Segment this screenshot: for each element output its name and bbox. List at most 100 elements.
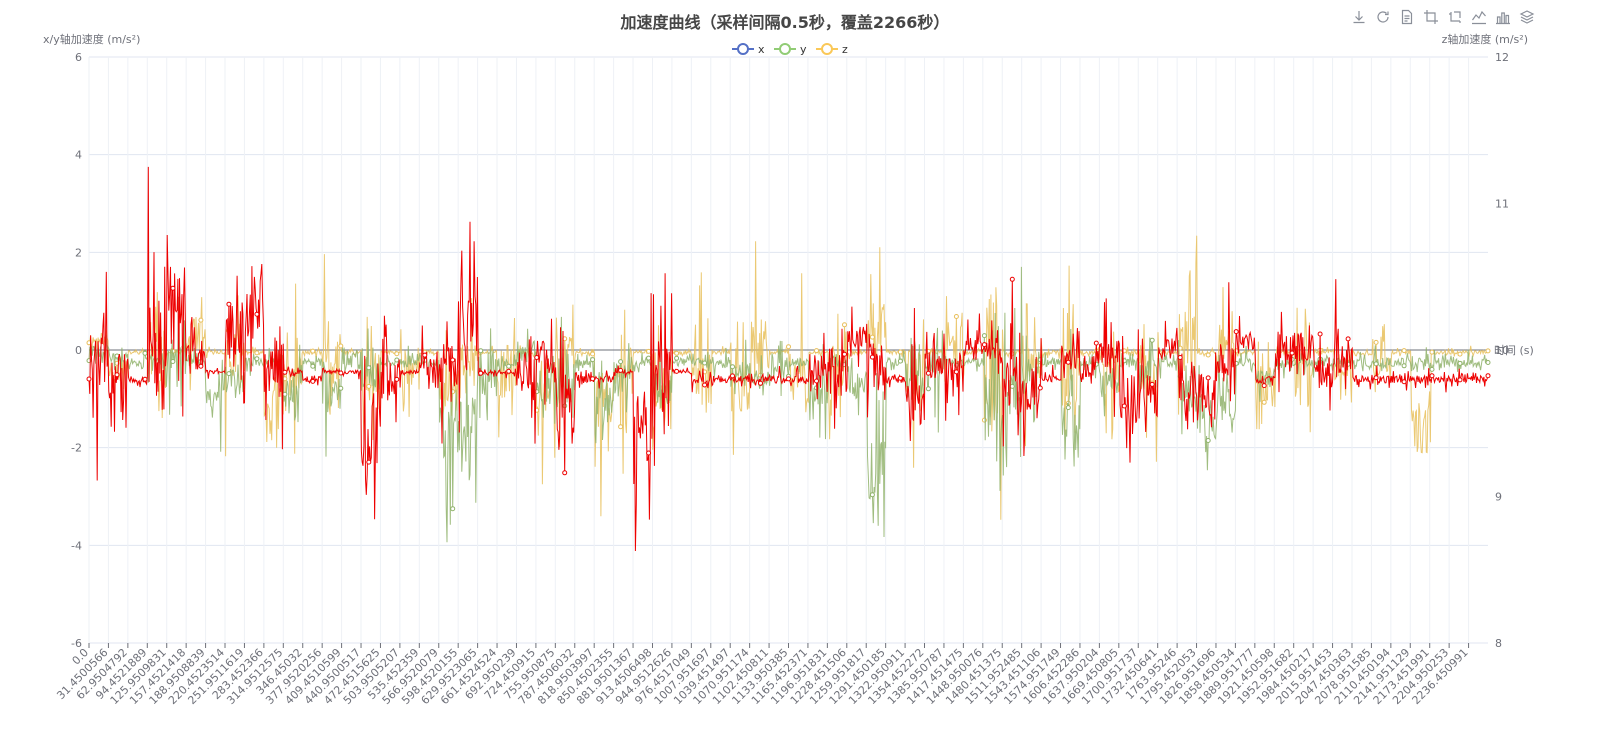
series-z-point	[226, 301, 232, 307]
series-z-point	[450, 357, 456, 363]
series-z-point	[282, 369, 288, 375]
series-x-point	[1401, 348, 1407, 354]
series-y-point	[254, 356, 260, 362]
series-x-point	[338, 343, 344, 349]
y-left-tick-label: 0	[75, 344, 82, 357]
y-right-tick-label: 11	[1495, 198, 1509, 211]
series-z-point	[170, 285, 176, 291]
series-z-point	[786, 376, 791, 382]
series-z-point	[1037, 385, 1043, 391]
series-z-point	[1289, 350, 1295, 356]
series-y-point	[478, 348, 484, 354]
series-z-point	[366, 459, 372, 465]
y-right-tick-label: 8	[1495, 637, 1502, 650]
line-chart-icon[interactable]	[1470, 8, 1488, 26]
series-x-point	[1457, 351, 1463, 357]
series-x-point	[1485, 348, 1491, 354]
y-left-tick-label: 4	[75, 149, 82, 162]
series-z-point	[1177, 355, 1183, 360]
data-view-icon[interactable]	[1398, 8, 1416, 26]
y-axis-left-label: x/y轴加速度 (m/s²)	[43, 32, 140, 46]
series-z-point	[534, 355, 540, 360]
series-z-point	[674, 368, 680, 374]
series-y-point	[590, 357, 596, 363]
y-left-tick-label: -4	[71, 539, 82, 552]
series-x-point	[590, 351, 596, 357]
series-z-point	[897, 375, 903, 381]
y-left-tick-label: 6	[75, 51, 82, 64]
y-right-tick-label: 10	[1495, 344, 1509, 357]
series-z-point	[1205, 375, 1211, 381]
series-y-point	[925, 386, 931, 392]
series-y-point	[981, 333, 987, 339]
series-y-point	[618, 359, 624, 365]
series-z-point	[1317, 331, 1323, 337]
legend-label-x: x	[758, 43, 765, 56]
series-x-point	[786, 344, 791, 350]
series-y-point	[1485, 360, 1491, 365]
bar-chart-icon[interactable]	[1494, 8, 1512, 26]
series-y-point	[702, 360, 708, 366]
legend-label-z: z	[842, 43, 848, 56]
series-z-point	[758, 380, 763, 386]
legend-label-y: y	[800, 43, 807, 56]
zoom-icon[interactable]	[1422, 8, 1440, 26]
series-z-point	[730, 373, 735, 379]
zoom-reset-icon[interactable]	[1446, 8, 1464, 26]
series-z-point	[590, 376, 596, 382]
series-x-point	[618, 424, 624, 430]
series-x-point	[1261, 399, 1267, 405]
series-z-point	[1401, 379, 1407, 385]
series-z-point	[310, 378, 316, 384]
series-y-point	[1401, 363, 1407, 369]
stack-icon[interactable]	[1518, 8, 1536, 26]
series-x-point	[310, 348, 316, 354]
series-y-point	[394, 357, 400, 363]
series-z-point	[1009, 276, 1015, 282]
series-y-point	[646, 355, 652, 361]
series-x-point	[646, 348, 652, 354]
series-z-point	[618, 367, 624, 373]
y-axis-right-label: z轴加速度 (m/s²)	[1442, 32, 1528, 46]
series-y-point	[897, 358, 903, 364]
download-icon[interactable]	[1350, 8, 1368, 26]
series-z-point	[814, 378, 819, 384]
series-z-point	[646, 450, 652, 456]
legend-marker-y	[779, 43, 791, 55]
series-x-point	[897, 349, 903, 355]
legend-marker-z	[821, 43, 833, 55]
series-y-point	[366, 365, 372, 371]
series-z-point	[869, 354, 875, 360]
series-x-point	[869, 334, 875, 340]
series-y-point	[1065, 405, 1071, 411]
series-x-point	[198, 317, 204, 323]
series-z-point	[394, 376, 400, 382]
series-x-point	[1205, 352, 1211, 358]
series-z-point	[478, 370, 484, 376]
series-x-point	[842, 322, 847, 328]
series-y-point	[506, 363, 512, 369]
series-z-point	[1065, 359, 1071, 365]
series-z-point	[981, 342, 987, 348]
series-x-point	[674, 350, 680, 356]
series-y-point	[562, 403, 568, 409]
series-y-point	[869, 492, 875, 498]
series-z-point	[1093, 340, 1099, 346]
series-z-point	[842, 351, 847, 357]
series-z-point	[1261, 383, 1267, 389]
series-z-point	[1149, 381, 1155, 387]
toolbox	[1350, 8, 1536, 26]
series-x-point	[1429, 349, 1435, 355]
series-y-point	[282, 391, 288, 397]
series-z-point	[1121, 403, 1127, 409]
y-left-tick-label: -6	[71, 637, 82, 650]
refresh-icon[interactable]	[1374, 8, 1392, 26]
series-y-point	[1009, 383, 1015, 389]
series-z-point	[925, 370, 931, 376]
series-y-point	[1149, 337, 1155, 343]
x-axis-label: 时间 (s)	[1494, 344, 1534, 357]
series-z-point	[1457, 377, 1463, 383]
series-z-point	[1233, 329, 1239, 335]
chart-title: 加速度曲线（采样间隔0.5秒，覆盖2266秒）	[620, 13, 950, 32]
